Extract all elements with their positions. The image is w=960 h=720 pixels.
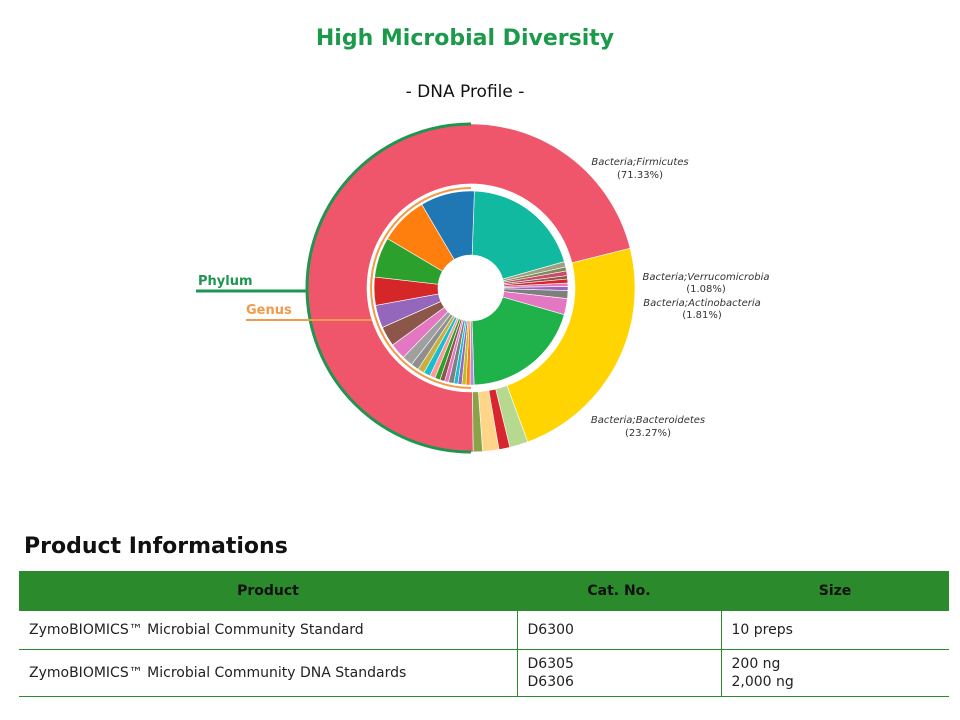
- annotation-verrucomicrobia: Bacteria;Verrucomicrobia (1.08%): [642, 272, 769, 295]
- phylum-slice-1: [506, 247, 636, 443]
- table-row: ZymoBIOMICS™ Microbial Community Standar…: [19, 611, 949, 650]
- phylum-ring: [306, 123, 636, 453]
- annotation-firmicutes: Bacteria;Firmicutes (71.33%): [591, 157, 688, 181]
- annotation-verrucomicrobia-name: Bacteria;Verrucomicrobia: [642, 272, 769, 283]
- size-value: 200 ng: [731, 656, 781, 672]
- product-table: Product Cat. No. Size ZymoBIOMICS™ Micro…: [19, 571, 949, 697]
- chart-center-hole: [438, 255, 504, 321]
- chart-title: High Microbial Diversity: [315, 26, 615, 51]
- annotation-firmicutes-name: Bacteria;Firmicutes: [591, 157, 688, 168]
- column-header-product: Product: [19, 571, 517, 611]
- chart-subtitle: - DNA Profile -: [405, 82, 525, 102]
- column-header-size: Size: [721, 571, 949, 611]
- dna-profile-chart: Phylum Genus Bacteria;Firmicutes (71.33%…: [196, 122, 770, 454]
- product-name-cell: ZymoBIOMICS™ Microbial Community DNA Sta…: [19, 649, 517, 697]
- annotation-verrucomicrobia-pct: (1.08%): [686, 284, 726, 295]
- cat-no-cell: D6300: [516, 611, 721, 650]
- product-section-title: Product Informations: [24, 534, 288, 559]
- annotation-bacteroidetes-pct: (23.27%): [625, 428, 671, 439]
- phylum-bracket-arc: [305, 122, 472, 454]
- size-cell: 10 preps: [720, 611, 949, 650]
- cat-no-cell: D6305 D6306: [516, 649, 721, 697]
- column-header-cat-no: Cat. No.: [517, 571, 721, 611]
- annotation-actinobacteria-name: Bacteria;Actinobacteria: [643, 298, 761, 309]
- cat-no-value: D6300: [527, 622, 574, 638]
- phylum-bracket-label: Phylum: [198, 274, 253, 289]
- product-table-header: Product Cat. No. Size: [19, 571, 949, 611]
- genus-bracket-arc: [370, 187, 472, 389]
- cat-no-value: D6305: [527, 656, 574, 672]
- cat-no-value: D6306: [527, 674, 574, 690]
- product-name-cell: ZymoBIOMICS™ Microbial Community Standar…: [19, 611, 517, 650]
- size-value: 10 preps: [731, 622, 793, 638]
- genus-slice-0: [471, 190, 565, 280]
- genus-bracket-label: Genus: [246, 303, 292, 318]
- size-cell: 200 ng 2,000 ng: [720, 649, 949, 697]
- size-value: 2,000 ng: [731, 674, 794, 690]
- phylum-slice-5: [472, 391, 483, 453]
- annotation-bacteroidetes: Bacteria;Bacteroidetes (23.27%): [591, 415, 705, 439]
- table-row: ZymoBIOMICS™ Microbial Community DNA Sta…: [19, 649, 949, 697]
- annotation-actinobacteria: Bacteria;Actinobacteria (1.81%): [643, 298, 761, 321]
- annotation-bacteroidetes-name: Bacteria;Bacteroidetes: [591, 415, 705, 426]
- annotation-actinobacteria-pct: (1.81%): [682, 310, 722, 321]
- annotation-firmicutes-pct: (71.33%): [617, 170, 663, 181]
